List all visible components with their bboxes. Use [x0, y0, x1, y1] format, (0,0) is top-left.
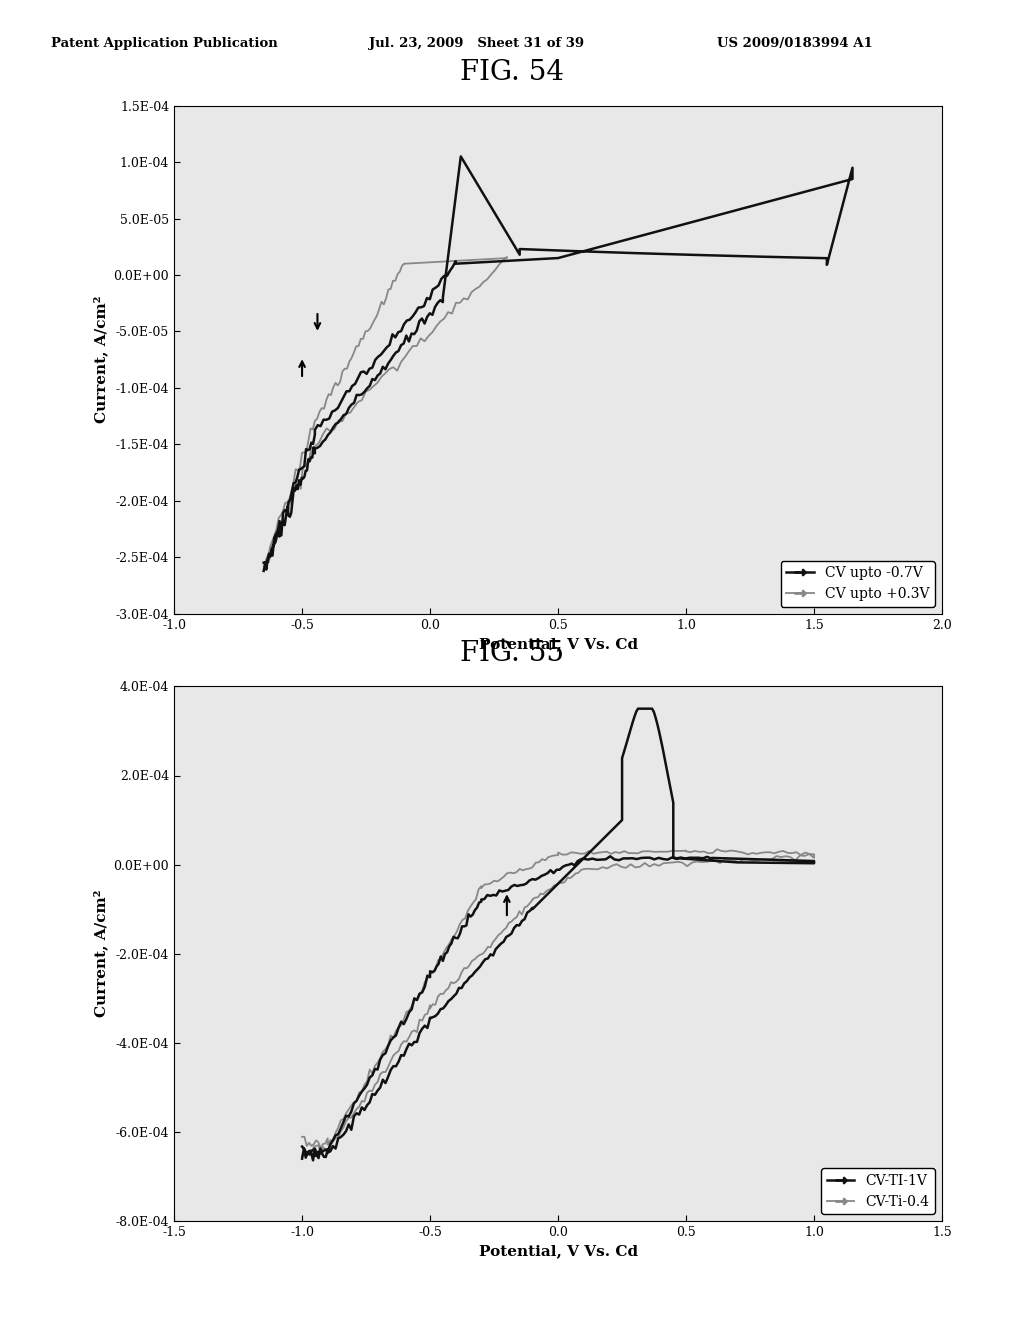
Y-axis label: Current, A/cm²: Current, A/cm² — [93, 890, 109, 1018]
Text: FIG. 54: FIG. 54 — [460, 59, 564, 86]
Text: FIG. 55: FIG. 55 — [460, 640, 564, 667]
Text: Patent Application Publication: Patent Application Publication — [51, 37, 278, 50]
Y-axis label: Current, A/cm²: Current, A/cm² — [93, 296, 109, 424]
Legend: CV upto -0.7V, CV upto +0.3V: CV upto -0.7V, CV upto +0.3V — [780, 561, 935, 607]
Legend: CV-TI-1V, CV-Ti-0.4: CV-TI-1V, CV-Ti-0.4 — [821, 1168, 935, 1214]
X-axis label: Potential, V Vs. Cd: Potential, V Vs. Cd — [478, 1245, 638, 1258]
Text: US 2009/0183994 A1: US 2009/0183994 A1 — [717, 37, 872, 50]
Text: Jul. 23, 2009   Sheet 31 of 39: Jul. 23, 2009 Sheet 31 of 39 — [369, 37, 584, 50]
X-axis label: Potential, V Vs. Cd: Potential, V Vs. Cd — [478, 638, 638, 651]
